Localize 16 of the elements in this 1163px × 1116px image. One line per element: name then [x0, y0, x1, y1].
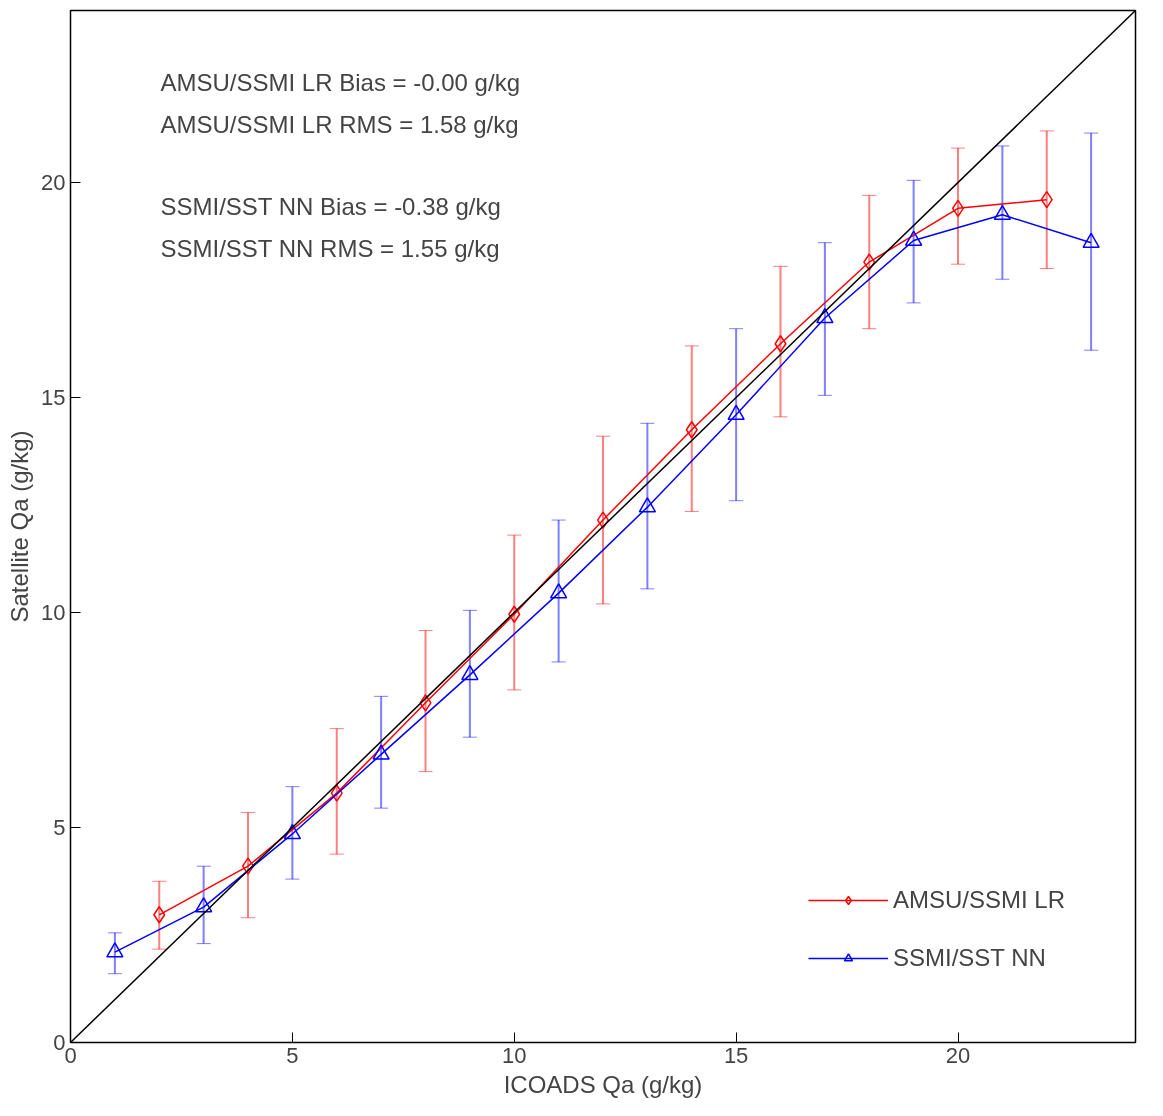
y-tick-label: 5: [53, 815, 66, 840]
y-tick-label: 20: [41, 170, 66, 195]
x-axis-title: ICOADS Qa (g/kg): [503, 1070, 703, 1098]
y-tick-label: 10: [41, 600, 66, 625]
y-tick-label: 15: [41, 385, 66, 410]
x-tick-label: 5: [286, 1042, 299, 1068]
legend-label: SSMI/SST NN: [892, 944, 1046, 972]
annotation: AMSU/SSMI LR Bias = -0.00 g/kg: [160, 69, 520, 96]
y-axis-title: Satellite Qa (g/kg): [6, 430, 34, 623]
annotation: AMSU/SSMI LR RMS = 1.58 g/kg: [160, 111, 519, 138]
x-tick-label: 20: [945, 1042, 971, 1068]
annotation: SSMI/SST NN Bias = -0.38 g/kg: [160, 193, 501, 220]
x-tick-label: 10: [502, 1042, 527, 1068]
annotation: SSMI/SST NN RMS = 1.55 g/kg: [160, 235, 500, 262]
x-tick-label: 15: [723, 1042, 749, 1068]
legend-label: AMSU/SSMI LR: [892, 886, 1065, 914]
